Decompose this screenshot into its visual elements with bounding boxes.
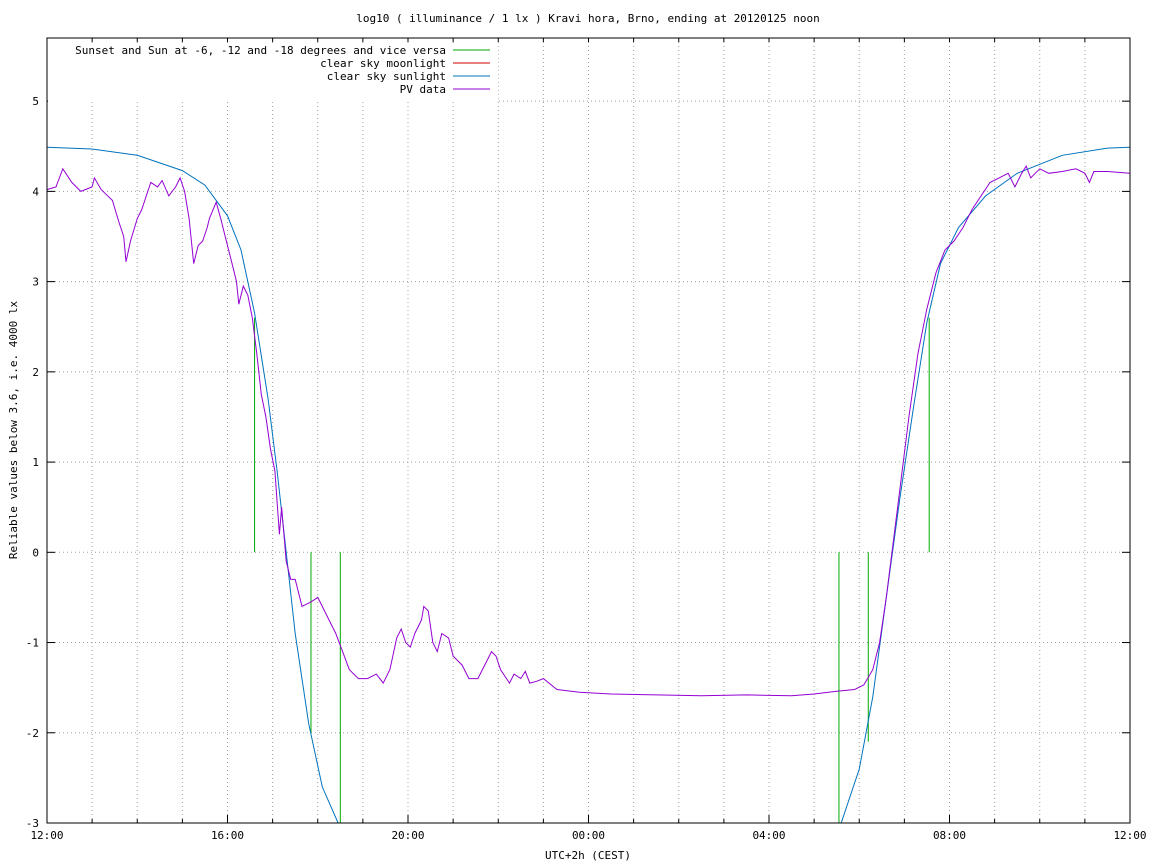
chart-title: log10 ( illuminance / 1 lx ) Kravi hora,… — [356, 12, 820, 25]
y-tick-label: -2 — [26, 727, 39, 740]
y-tick-label: 5 — [32, 95, 39, 108]
y-tick-label: 4 — [32, 185, 39, 198]
legend-label: Sunset and Sun at -6, -12 and -18 degree… — [75, 44, 446, 57]
legend: Sunset and Sun at -6, -12 and -18 degree… — [48, 44, 498, 102]
x-axis-label: UTC+2h (CEST) — [545, 849, 631, 862]
y-axis-label: Reliable values below 3.6, i.e. 4000 lx — [7, 300, 20, 559]
series-line-3 — [46, 164, 1131, 697]
x-tick-label: 20:00 — [391, 829, 424, 842]
y-tick-label: 2 — [32, 366, 39, 379]
x-tick-label: 12:00 — [30, 829, 63, 842]
x-tick-label: 12:00 — [1113, 829, 1146, 842]
legend-label: clear sky sunlight — [327, 70, 446, 83]
legend-label: clear sky moonlight — [320, 57, 446, 70]
y-tick-label: 3 — [32, 276, 39, 289]
y-tick-label: 0 — [32, 546, 39, 559]
legend-label: PV data — [400, 83, 446, 96]
y-tick-label: 1 — [32, 456, 39, 469]
axis-ticks: 12:00 16:00 20:00 00:00 04:00 08:00 12:00-3-2-… — [26, 38, 1147, 842]
legend-background — [48, 44, 498, 102]
x-tick-label: 04:00 — [752, 829, 785, 842]
x-tick-label: 16:00 — [211, 829, 244, 842]
x-tick-label: 00:00 — [572, 829, 605, 842]
x-tick-label: 08:00 — [933, 829, 966, 842]
y-tick-label: -1 — [26, 637, 39, 650]
y-tick-label: -3 — [26, 817, 39, 830]
